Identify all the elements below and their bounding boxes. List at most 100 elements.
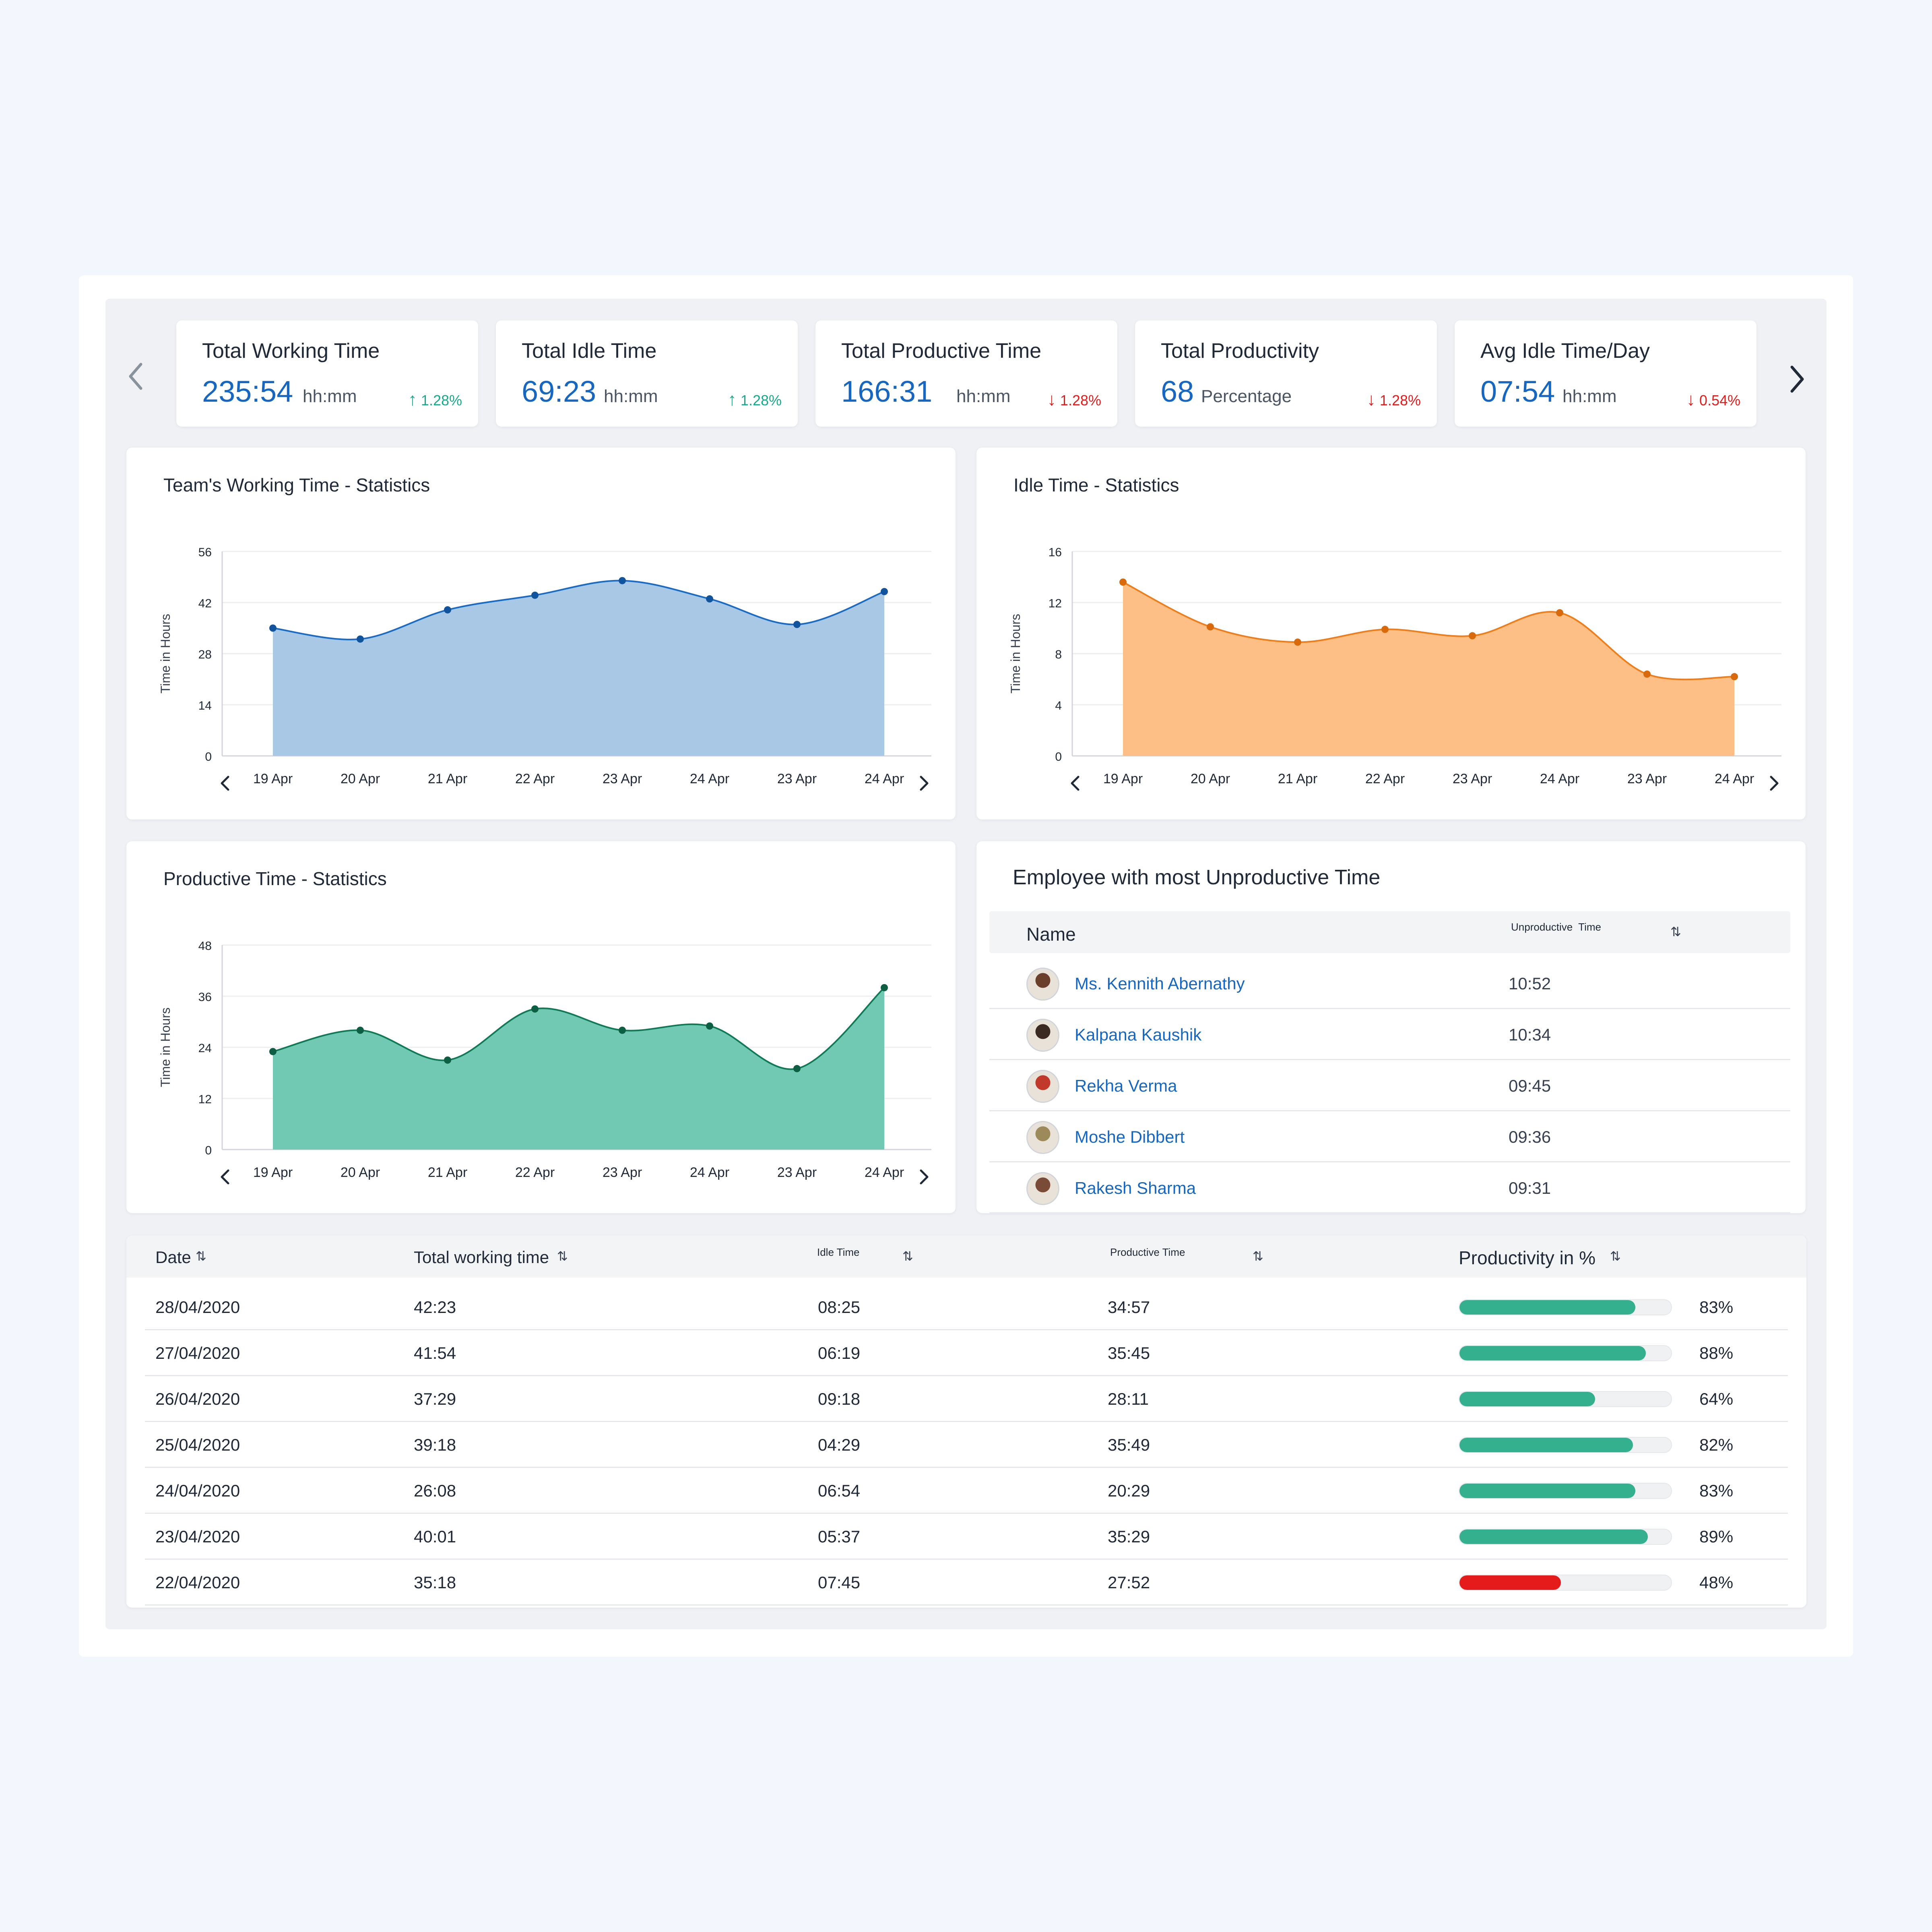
data-point[interactable]	[793, 1065, 801, 1072]
productivity-bar	[1459, 1529, 1672, 1545]
data-point[interactable]	[1294, 638, 1301, 646]
data-point[interactable]	[531, 591, 539, 599]
column-header-idle-time[interactable]: Idle Time	[817, 1246, 860, 1258]
data-point[interactable]	[531, 1005, 539, 1013]
employee-row[interactable]: Rekha Verma 09:45	[989, 1059, 1790, 1111]
stat-title: Total Idle Time	[522, 339, 657, 363]
data-point[interactable]	[1381, 625, 1389, 633]
data-point[interactable]	[619, 577, 626, 584]
cell-date: 25/04/2020	[155, 1435, 240, 1454]
employee-row[interactable]: Rakesh Sharma 09:31	[989, 1162, 1790, 1213]
chevron-left-icon[interactable]	[221, 776, 229, 791]
x-tick-label: 23 Apr	[777, 771, 817, 786]
x-tick-label: 22 Apr	[1365, 771, 1405, 786]
productivity-bar-fill	[1459, 1530, 1648, 1544]
data-point[interactable]	[881, 984, 888, 991]
trend-value: 1.28%	[1060, 392, 1101, 409]
cell-idle-time: 05:37	[818, 1527, 861, 1546]
data-point[interactable]	[269, 1048, 277, 1055]
stat-title: Avg Idle Time/Day	[1480, 339, 1650, 363]
data-point[interactable]	[619, 1026, 626, 1034]
employee-row[interactable]: Moshe Dibbert 09:36	[989, 1110, 1790, 1162]
chevron-left-icon[interactable]	[1071, 776, 1080, 791]
chart-title: Team's Working Time - Statistics	[163, 475, 430, 495]
series-line	[272, 580, 885, 640]
stat-card[interactable]: Avg Idle Time/Day 07:54 hh:mm ↓ 0.54%	[1455, 320, 1757, 427]
sort-icon[interactable]: ⇅	[902, 1249, 913, 1263]
data-point[interactable]	[1556, 609, 1563, 617]
cell-productivity: 64%	[1699, 1389, 1734, 1408]
stat-value: 69:23	[522, 375, 597, 408]
y-tick-label: 12	[198, 1093, 212, 1106]
chevron-right-icon[interactable]	[1770, 776, 1779, 791]
x-tick-label: 20 Apr	[341, 771, 380, 786]
column-header-productivity[interactable]: Productivity in %	[1459, 1247, 1596, 1268]
table-row[interactable]: 26/04/2020 37:29 09:18 28:11 64%	[145, 1375, 1788, 1422]
employee-name-link[interactable]: Rekha Verma	[1075, 1076, 1177, 1095]
data-point[interactable]	[1643, 670, 1651, 678]
x-tick-label: 24 Apr	[690, 771, 729, 786]
table-row[interactable]: 28/04/2020 42:23 08:25 34:57 83%	[145, 1283, 1788, 1330]
data-point[interactable]	[357, 1026, 364, 1034]
employee-name-link[interactable]: Rakesh Sharma	[1075, 1179, 1196, 1197]
carousel-prev-button[interactable]	[126, 360, 146, 392]
cell-working-time: 37:29	[414, 1389, 456, 1408]
data-point[interactable]	[706, 595, 713, 603]
data-point[interactable]	[1469, 632, 1476, 640]
column-header-working-time[interactable]: Total working time	[414, 1248, 549, 1267]
productive-time-chart-panel: Productive Time - Statistics 0 12 24 36 48 Ti…	[126, 841, 956, 1213]
stat-value: 68	[1161, 375, 1194, 408]
carousel-next-button[interactable]	[1787, 363, 1807, 395]
chevron-right-icon[interactable]	[920, 1169, 929, 1185]
cell-productive-time: 27:52	[1108, 1573, 1150, 1592]
stat-card[interactable]: Total Productivity 68 Percentage ↓ 1.28%	[1135, 320, 1437, 427]
productivity-bar	[1459, 1345, 1672, 1361]
data-point[interactable]	[444, 606, 451, 614]
stat-card[interactable]: Total Productive Time 166:31 hh:mm ↓ 1.2…	[815, 320, 1117, 427]
table-row[interactable]: 22/04/2020 35:18 07:45 27:52 48%	[145, 1558, 1788, 1606]
x-tick-label: 23 Apr	[1627, 771, 1667, 786]
employee-name-link[interactable]: Moshe Dibbert	[1075, 1127, 1185, 1146]
data-point[interactable]	[269, 624, 277, 632]
employee-row[interactable]: Kalpana Kaushik 10:34	[989, 1008, 1790, 1060]
sort-icon[interactable]: ⇅	[196, 1249, 206, 1263]
column-header-productive-time[interactable]: Productive Time	[1110, 1246, 1185, 1258]
productivity-bar	[1459, 1299, 1672, 1315]
employee-name-link[interactable]: Kalpana Kaushik	[1075, 1025, 1202, 1044]
avatar	[1026, 1019, 1059, 1052]
column-header-unproductive-time[interactable]: Unproductive Time	[1511, 921, 1601, 933]
stat-card[interactable]: Total Working Time 235:54 hh:mm ↑ 1.28%	[176, 320, 478, 427]
chevron-left-icon[interactable]	[221, 1169, 229, 1185]
data-point[interactable]	[706, 1022, 713, 1030]
data-point[interactable]	[881, 588, 888, 595]
data-point[interactable]	[793, 621, 801, 628]
x-tick-label: 19 Apr	[253, 1165, 293, 1180]
sort-icon[interactable]: ⇅	[1610, 1249, 1621, 1263]
table-header: Date ⇅ Total working time ⇅ Idle Time ⇅ …	[126, 1236, 1806, 1278]
y-axis-label: Time in Hours	[1008, 614, 1023, 694]
data-point[interactable]	[1207, 623, 1214, 631]
avatar	[1026, 968, 1059, 1001]
column-header-name[interactable]: Name	[1026, 924, 1076, 945]
sort-icon[interactable]: ⇅	[1670, 925, 1681, 939]
table-row[interactable]: 25/04/2020 39:18 04:29 35:49 82%	[145, 1421, 1788, 1468]
data-point[interactable]	[357, 635, 364, 643]
sort-icon[interactable]: ⇅	[557, 1249, 568, 1263]
table-row[interactable]: 24/04/2020 26:08 06:54 20:29 83%	[145, 1467, 1788, 1514]
column-header-date[interactable]: Date	[155, 1248, 191, 1267]
chevron-right-icon[interactable]	[920, 776, 929, 791]
table-row[interactable]: 23/04/2020 40:01 05:37 35:29 89%	[145, 1513, 1788, 1560]
data-point[interactable]	[1119, 578, 1127, 586]
sort-icon[interactable]: ⇅	[1253, 1249, 1263, 1263]
productivity-bar	[1459, 1483, 1672, 1499]
stat-card[interactable]: Total Idle Time 69:23 hh:mm ↑ 1.28%	[496, 320, 798, 427]
employee-name-link[interactable]: Ms. Kennith Abernathy	[1075, 974, 1245, 993]
series-area	[273, 987, 884, 1150]
data-point[interactable]	[444, 1056, 451, 1064]
table-row[interactable]: 27/04/2020 41:54 06:19 35:45 88%	[145, 1329, 1788, 1376]
stat-unit: hh:mm	[956, 386, 1011, 406]
arrow-down-icon: ↓	[1047, 390, 1056, 409]
data-point[interactable]	[1731, 673, 1738, 681]
employee-row[interactable]: Ms. Kennith Abernathy 10:52	[989, 957, 1790, 1009]
arrow-down-icon: ↓	[1686, 390, 1695, 409]
